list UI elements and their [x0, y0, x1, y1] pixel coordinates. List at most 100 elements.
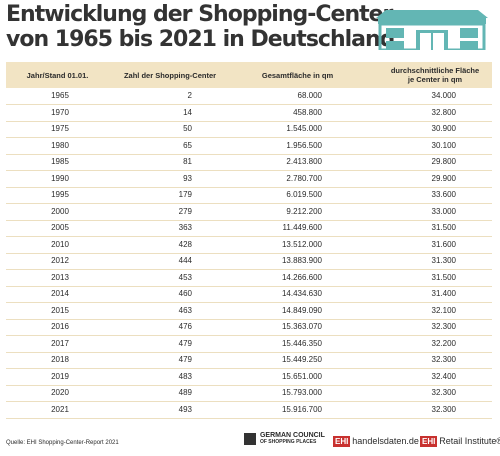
table-cell: 2014	[51, 289, 69, 298]
table-cell: 2021	[51, 404, 69, 414]
row-separator	[6, 384, 492, 386]
column-header: Zahl der Shopping-Center	[123, 71, 217, 80]
table-cell: 31.500	[431, 223, 456, 232]
table-cell: 1990	[51, 173, 69, 183]
table-cell: 2020	[51, 388, 69, 397]
title-line: Entwicklung der Shopping-Center	[6, 2, 393, 27]
table-cell: 6.019.500	[286, 190, 322, 199]
table-cell: 15.449.250	[281, 355, 322, 364]
table-cell: 34.000	[431, 91, 456, 100]
table-cell: 483	[178, 371, 192, 381]
table-cell: 2	[187, 91, 192, 100]
column-header: Gesamtfläche in qm	[261, 71, 334, 80]
table-cell: 32.800	[431, 107, 456, 117]
table-cell: 65	[183, 140, 192, 150]
table-cell: 33.600	[431, 190, 456, 199]
table-cell: 479	[178, 355, 192, 364]
table-cell: 15.916.700	[281, 404, 322, 414]
table-cell: 1985	[51, 157, 69, 166]
column-header: durchschnittliche Fläche	[390, 66, 480, 75]
table-cell: 476	[178, 322, 192, 331]
table-cell: 9.212.200	[286, 206, 322, 216]
row-separator	[6, 302, 492, 303]
table-cell: 14.849.090	[281, 305, 322, 315]
table-cell: 1.545.000	[286, 124, 322, 133]
row-separator	[6, 219, 492, 221]
table-cell: 1.956.500	[286, 140, 322, 150]
table-cell: 31.600	[431, 239, 456, 249]
table-cell: 463	[178, 305, 192, 315]
table-cell: 32.100	[431, 305, 456, 315]
table-cell: 32.300	[431, 404, 456, 414]
logo-text: GERMAN COUNCIL	[259, 432, 325, 439]
table-cell: 32.300	[431, 388, 456, 397]
table-cell: 279	[178, 206, 192, 216]
table-cell: 14.434.630	[281, 289, 322, 298]
row-separator	[6, 104, 492, 105]
table-cell: 50	[183, 124, 192, 133]
table-cell: 453	[178, 272, 192, 282]
table-cell: 15.446.350	[281, 338, 322, 348]
table-cell: 1965	[51, 91, 69, 100]
table-cell: 444	[178, 256, 192, 265]
table-cell: 30.100	[431, 140, 456, 150]
logo-text: OF SHOPPING PLACES	[259, 439, 317, 445]
table-cell: 2017	[51, 338, 69, 348]
table-cell: 1970	[51, 107, 69, 117]
table-cell: 493	[178, 404, 192, 414]
table-cell: 2018	[51, 355, 69, 364]
building-icon	[376, 10, 488, 50]
table-cell: 489	[178, 388, 192, 397]
logo-text: Retail Institute®	[439, 436, 500, 446]
table-cell: 32.300	[431, 322, 456, 331]
table-cell: 31.400	[431, 289, 456, 298]
table-cell: 2000	[51, 206, 69, 216]
table-cell: 1975	[51, 124, 69, 133]
table-cell: 2015	[51, 305, 69, 315]
table-cell: 428	[178, 239, 192, 249]
row-separator	[6, 236, 492, 237]
table-cell: 29.800	[431, 157, 456, 166]
logo-handelsdaten: EHI handelsdaten.de	[333, 436, 419, 447]
table-cell: 2010	[51, 239, 69, 249]
table-cell: 2012	[51, 256, 69, 265]
row-separator	[6, 137, 492, 138]
row-separator	[6, 203, 492, 204]
logo-text: EHI	[333, 436, 351, 447]
table-cell: 81	[183, 157, 192, 166]
table-cell: 2013	[51, 272, 69, 282]
logo-text: handelsdaten.de	[352, 436, 419, 446]
table-cell: 15.363.070	[281, 322, 322, 331]
logo-gcsp: GERMAN COUNCIL OF SHOPPING PLACES	[244, 432, 325, 446]
row-separator	[6, 252, 492, 254]
table-cell: 33.000	[431, 206, 456, 216]
table-cell: 458.800	[293, 107, 322, 117]
table-cell: 14.266.600	[281, 272, 322, 282]
column-header: je Center in qm	[407, 75, 463, 84]
row-separator	[6, 417, 492, 419]
table-cell: 29.900	[431, 173, 456, 183]
table-cell: 2019	[51, 371, 69, 381]
table-header	[6, 62, 492, 88]
table-cell: 30.900	[431, 124, 456, 133]
table-cell: 1980	[51, 140, 69, 150]
row-separator	[6, 269, 492, 270]
table-cell: 32.300	[431, 355, 456, 364]
table-cell: 2.780.700	[286, 173, 322, 183]
logo-text: EHI	[420, 436, 438, 447]
row-separator	[6, 318, 492, 320]
row-separator	[6, 170, 492, 171]
row-separator	[6, 153, 492, 155]
row-separator	[6, 368, 492, 369]
table-cell: 68.000	[297, 91, 322, 100]
table-cell: 363	[178, 223, 192, 232]
table-cell: 460	[178, 289, 192, 298]
row-separator	[6, 335, 492, 336]
table-cell: 11.449.600	[282, 223, 322, 232]
table-cell: 14	[183, 107, 192, 117]
row-separator	[6, 401, 492, 402]
row-separator	[6, 351, 492, 353]
logo-ehi: EHI Retail Institute®	[420, 436, 500, 447]
table-cell: 15.793.000	[281, 388, 322, 397]
